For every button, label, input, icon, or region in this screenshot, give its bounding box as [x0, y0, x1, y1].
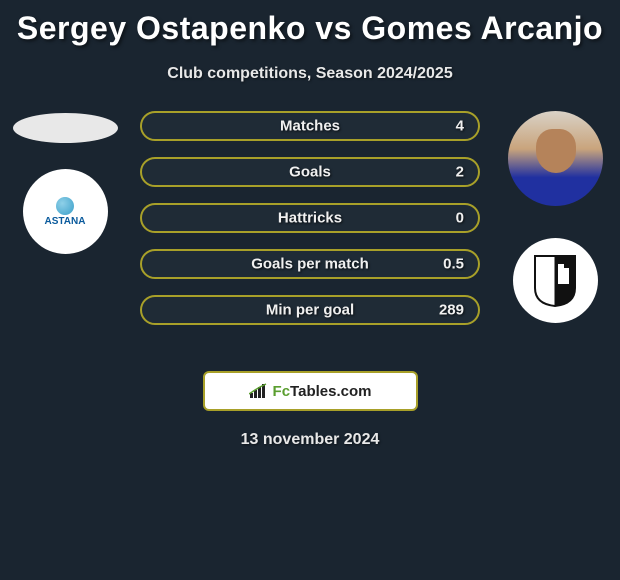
stat-right-value: 2	[456, 164, 464, 181]
stat-label: Hattricks	[278, 210, 342, 227]
stat-row: Hattricks 0	[140, 203, 480, 233]
page-title: Sergey Ostapenko vs Gomes Arcanjo	[0, 0, 620, 47]
stat-label: Goals per match	[251, 256, 369, 273]
stat-row: Goals 2	[140, 157, 480, 187]
left-club-label: ASTANA	[45, 216, 86, 227]
stat-row: Min per goal 289	[140, 295, 480, 325]
right-player-column	[500, 111, 610, 323]
vitoria-shield-icon	[533, 254, 577, 308]
stat-row: Goals per match 0.5	[140, 249, 480, 279]
date-label: 13 november 2024	[0, 431, 620, 449]
left-player-avatar	[13, 113, 118, 143]
stat-label: Matches	[280, 118, 340, 135]
page-subtitle: Club competitions, Season 2024/2025	[0, 65, 620, 83]
brand-text: FcTables.com	[273, 383, 372, 400]
stat-row: Matches 4	[140, 111, 480, 141]
brand-box[interactable]: FcTables.com	[203, 371, 418, 411]
stat-right-value: 289	[439, 302, 464, 319]
brand-prefix: Fc	[273, 383, 291, 400]
left-club-crest: ASTANA	[23, 169, 108, 254]
left-player-column: ASTANA	[0, 111, 130, 254]
stat-label: Min per goal	[266, 302, 354, 319]
stat-right-value: 0	[456, 210, 464, 227]
face-icon	[536, 129, 576, 173]
brand-suffix: Tables.com	[290, 383, 371, 400]
comparison-content: ASTANA Matches 4	[0, 111, 620, 361]
stat-label: Goals	[289, 164, 331, 181]
bar-chart-icon	[249, 383, 269, 399]
ball-icon	[56, 197, 74, 215]
right-player-avatar	[508, 111, 603, 206]
stats-list: Matches 4 Goals 2 Hattricks 0 Goals per …	[140, 111, 480, 341]
stat-right-value: 0.5	[443, 256, 464, 273]
astana-badge-icon: ASTANA	[45, 197, 86, 227]
right-club-crest	[513, 238, 598, 323]
stat-right-value: 4	[456, 118, 464, 135]
